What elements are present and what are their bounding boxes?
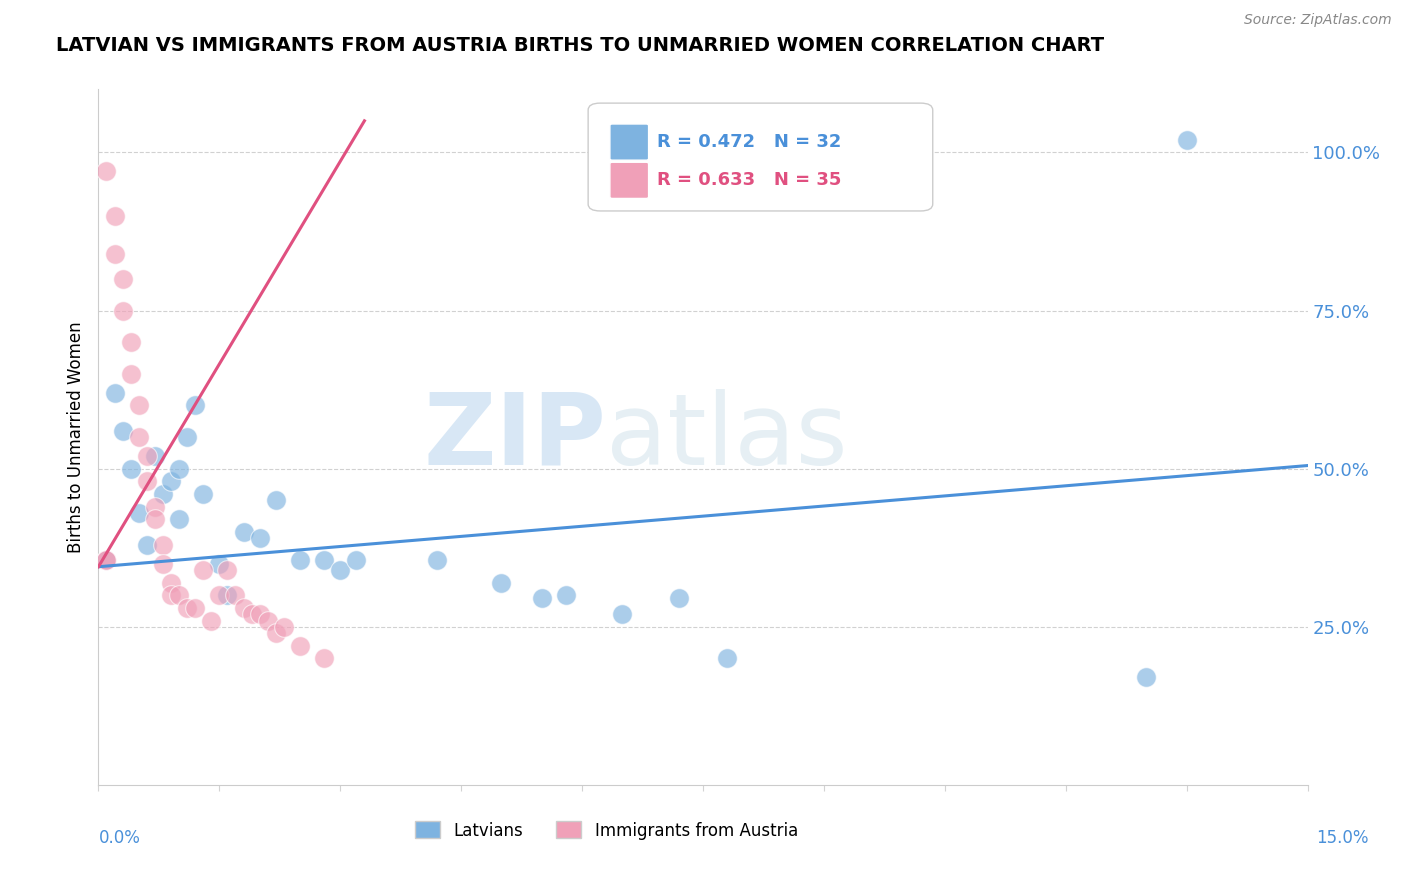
Text: 0.0%: 0.0% — [98, 829, 141, 847]
Point — [96, 164, 118, 178]
Point — [167, 512, 190, 526]
Point — [612, 607, 634, 622]
Point — [344, 553, 367, 567]
Legend: Latvians, Immigrants from Austria: Latvians, Immigrants from Austria — [408, 814, 804, 847]
Point — [288, 553, 311, 567]
Point — [111, 272, 134, 286]
Point — [426, 553, 449, 567]
Point — [160, 588, 183, 602]
Point — [208, 557, 231, 571]
Text: R = 0.472   N = 32: R = 0.472 N = 32 — [657, 133, 841, 151]
Point — [200, 614, 222, 628]
Point — [111, 303, 134, 318]
Text: R = 0.633   N = 35: R = 0.633 N = 35 — [657, 171, 841, 189]
Point — [240, 607, 263, 622]
Point — [96, 553, 118, 567]
Text: atlas: atlas — [606, 389, 848, 485]
Point — [96, 553, 118, 567]
Point — [232, 600, 254, 615]
Point — [152, 538, 174, 552]
Point — [103, 385, 125, 400]
Point — [530, 591, 553, 606]
Point — [152, 557, 174, 571]
Point — [256, 614, 278, 628]
Point — [160, 475, 183, 489]
Point — [193, 563, 215, 577]
Point — [288, 639, 311, 653]
FancyBboxPatch shape — [610, 162, 648, 198]
Point — [264, 626, 287, 640]
Point — [273, 620, 295, 634]
Point — [208, 588, 231, 602]
Point — [716, 651, 738, 665]
Point — [143, 512, 166, 526]
Point — [249, 531, 271, 545]
FancyBboxPatch shape — [588, 103, 932, 211]
Point — [217, 563, 239, 577]
Point — [103, 209, 125, 223]
Point — [329, 563, 352, 577]
Point — [232, 524, 254, 539]
Text: ZIP: ZIP — [423, 389, 606, 485]
Point — [128, 430, 150, 444]
Point — [120, 461, 142, 475]
Point — [128, 399, 150, 413]
Point — [314, 553, 336, 567]
Point — [264, 493, 287, 508]
Point — [96, 553, 118, 567]
Point — [217, 588, 239, 602]
Point — [135, 475, 157, 489]
Point — [103, 246, 125, 260]
Point — [160, 575, 183, 590]
Text: LATVIAN VS IMMIGRANTS FROM AUSTRIA BIRTHS TO UNMARRIED WOMEN CORRELATION CHART: LATVIAN VS IMMIGRANTS FROM AUSTRIA BIRTH… — [56, 36, 1104, 54]
Point — [143, 449, 166, 463]
Point — [128, 506, 150, 520]
Point — [167, 588, 190, 602]
Point — [193, 487, 215, 501]
Point — [152, 487, 174, 501]
Point — [143, 500, 166, 514]
Point — [491, 575, 513, 590]
Point — [184, 600, 207, 615]
Text: 15.0%: 15.0% — [1316, 829, 1369, 847]
Point — [176, 430, 198, 444]
Point — [176, 600, 198, 615]
Y-axis label: Births to Unmarried Women: Births to Unmarried Women — [66, 321, 84, 553]
Point — [314, 651, 336, 665]
Point — [224, 588, 246, 602]
Text: Source: ZipAtlas.com: Source: ZipAtlas.com — [1244, 13, 1392, 28]
Point — [184, 399, 207, 413]
Point — [120, 367, 142, 381]
Point — [135, 449, 157, 463]
Point — [167, 461, 190, 475]
Point — [1135, 670, 1157, 684]
Point — [135, 538, 157, 552]
Point — [555, 588, 578, 602]
Point — [249, 607, 271, 622]
FancyBboxPatch shape — [610, 124, 648, 161]
Point — [1175, 133, 1198, 147]
Point — [120, 335, 142, 350]
Point — [668, 591, 690, 606]
Point — [111, 424, 134, 438]
